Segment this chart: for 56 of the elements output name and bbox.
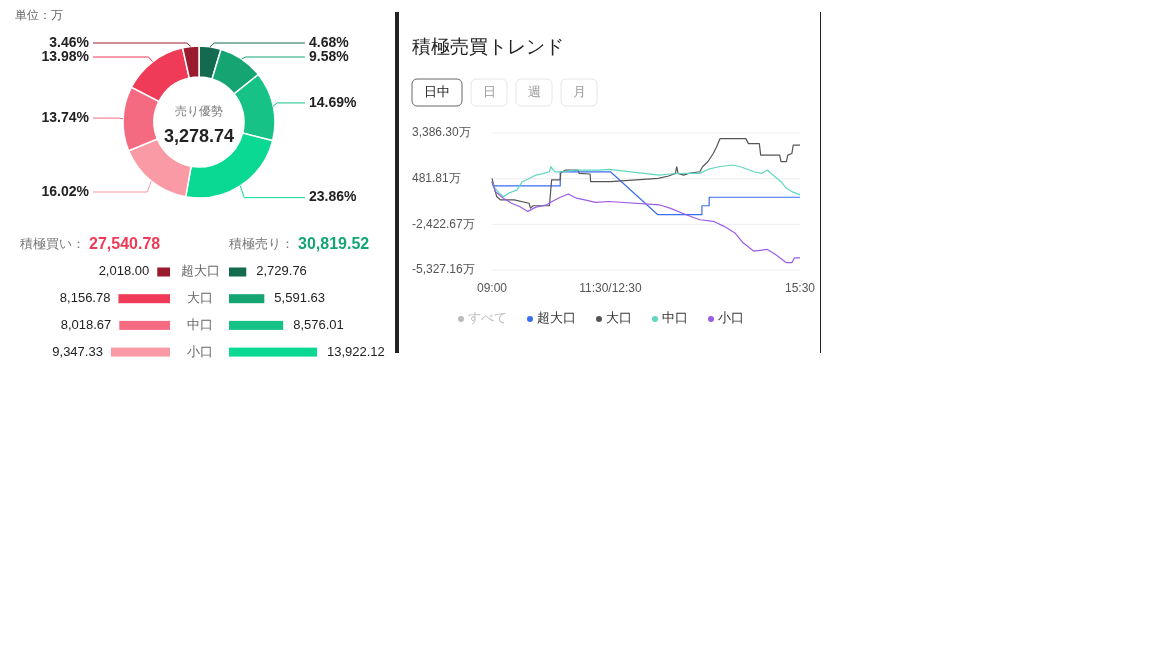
data-label: 2,018.00 [98, 263, 150, 279]
x-tick-label: 15:30 [784, 281, 816, 296]
chart-title: 積極売買トレンド [412, 36, 564, 58]
legend-label: 超大口 [537, 310, 576, 326]
data-label: 3.46% [49, 33, 90, 50]
data-label: 16.02% [41, 182, 90, 199]
text: 3,278.74 [163, 125, 235, 146]
text: 単位：万 [15, 8, 63, 23]
data-label: 8,156.78 [59, 290, 111, 306]
bar [110, 347, 170, 357]
data-label: 2,729.76 [256, 263, 307, 279]
data-label: 4.68% [309, 33, 350, 50]
text: 30,819.52 [298, 235, 370, 253]
data-label: 13.98% [41, 47, 90, 64]
text: 積極買い： [20, 236, 85, 252]
bar [229, 294, 265, 304]
x-tick-label: 09:00 [476, 281, 508, 296]
data-label: 13.74% [41, 108, 90, 125]
x-tick-label: 11:30/12:30 [579, 281, 643, 296]
legend-label: すべて [468, 310, 507, 326]
bar [229, 267, 247, 277]
data-label: 9.58% [309, 47, 350, 64]
line-series [491, 171, 801, 216]
bar [119, 320, 170, 330]
line-series [491, 181, 801, 264]
text: 日中 [424, 84, 450, 100]
y-tick-label: 中口 [187, 316, 213, 332]
y-tick-label: -5,327.16万 [412, 262, 475, 277]
y-tick-label: 481.81万 [412, 170, 461, 185]
data-label: 13,922.12 [327, 343, 385, 359]
data-label: 8,576.01 [293, 316, 344, 332]
line-series [491, 138, 801, 209]
y-tick-label: 大口 [187, 290, 213, 306]
text: 週 [527, 84, 541, 100]
data-label: 8,018.67 [60, 316, 112, 332]
text: 月 [572, 84, 586, 100]
y-tick-label: 超大口 [180, 263, 220, 279]
data-label: 5,591.63 [274, 290, 325, 306]
text: 日 [482, 84, 496, 100]
line-series [491, 164, 801, 198]
bar [229, 347, 317, 357]
y-tick-label: 3,386.30万 [412, 125, 471, 140]
text: 積極売り： [229, 236, 294, 252]
bar [229, 320, 284, 330]
data-label: 9,347.33 [52, 343, 103, 359]
legend-label: 大口 [606, 310, 632, 326]
legend-label: 小口 [718, 310, 744, 326]
legend-label: 中口 [662, 310, 688, 326]
text: 27,540.78 [89, 235, 161, 253]
y-tick-label: 小口 [187, 343, 213, 359]
text: 売り優勢 [175, 104, 223, 119]
data-label: 23.86% [309, 188, 358, 205]
bar [157, 267, 170, 277]
bar [118, 294, 170, 304]
y-tick-label: -2,422.67万 [412, 216, 475, 231]
data-label: 14.69% [309, 93, 358, 110]
